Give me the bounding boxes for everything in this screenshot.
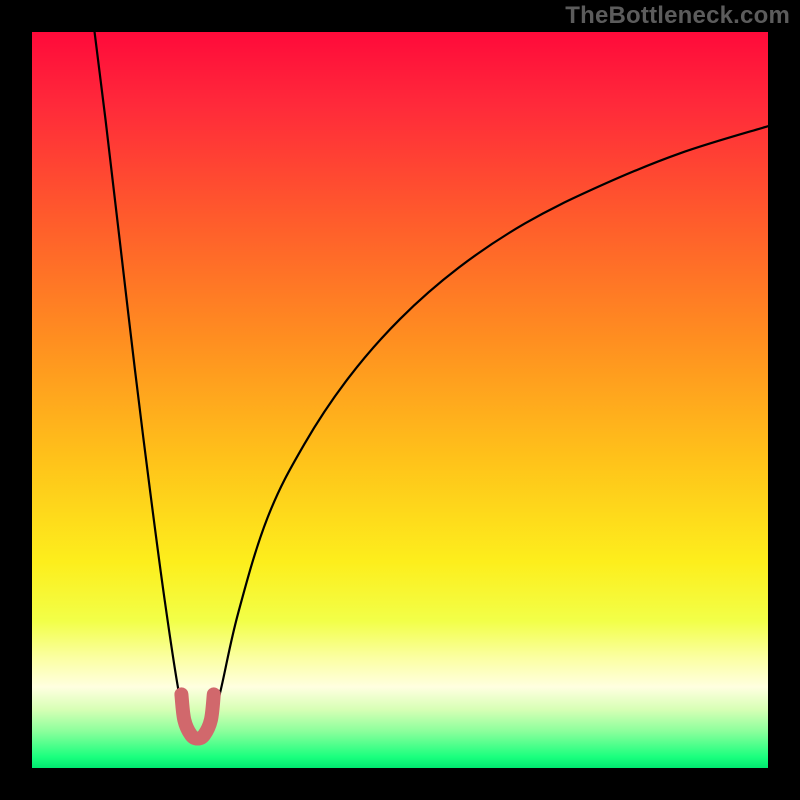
chart-stage: TheBottleneck.com (0, 0, 800, 800)
watermark-text: TheBottleneck.com (565, 2, 790, 30)
bottleneck-chart-svg (0, 0, 800, 800)
plot-gradient-background (32, 32, 768, 768)
plot-area (32, 32, 768, 768)
